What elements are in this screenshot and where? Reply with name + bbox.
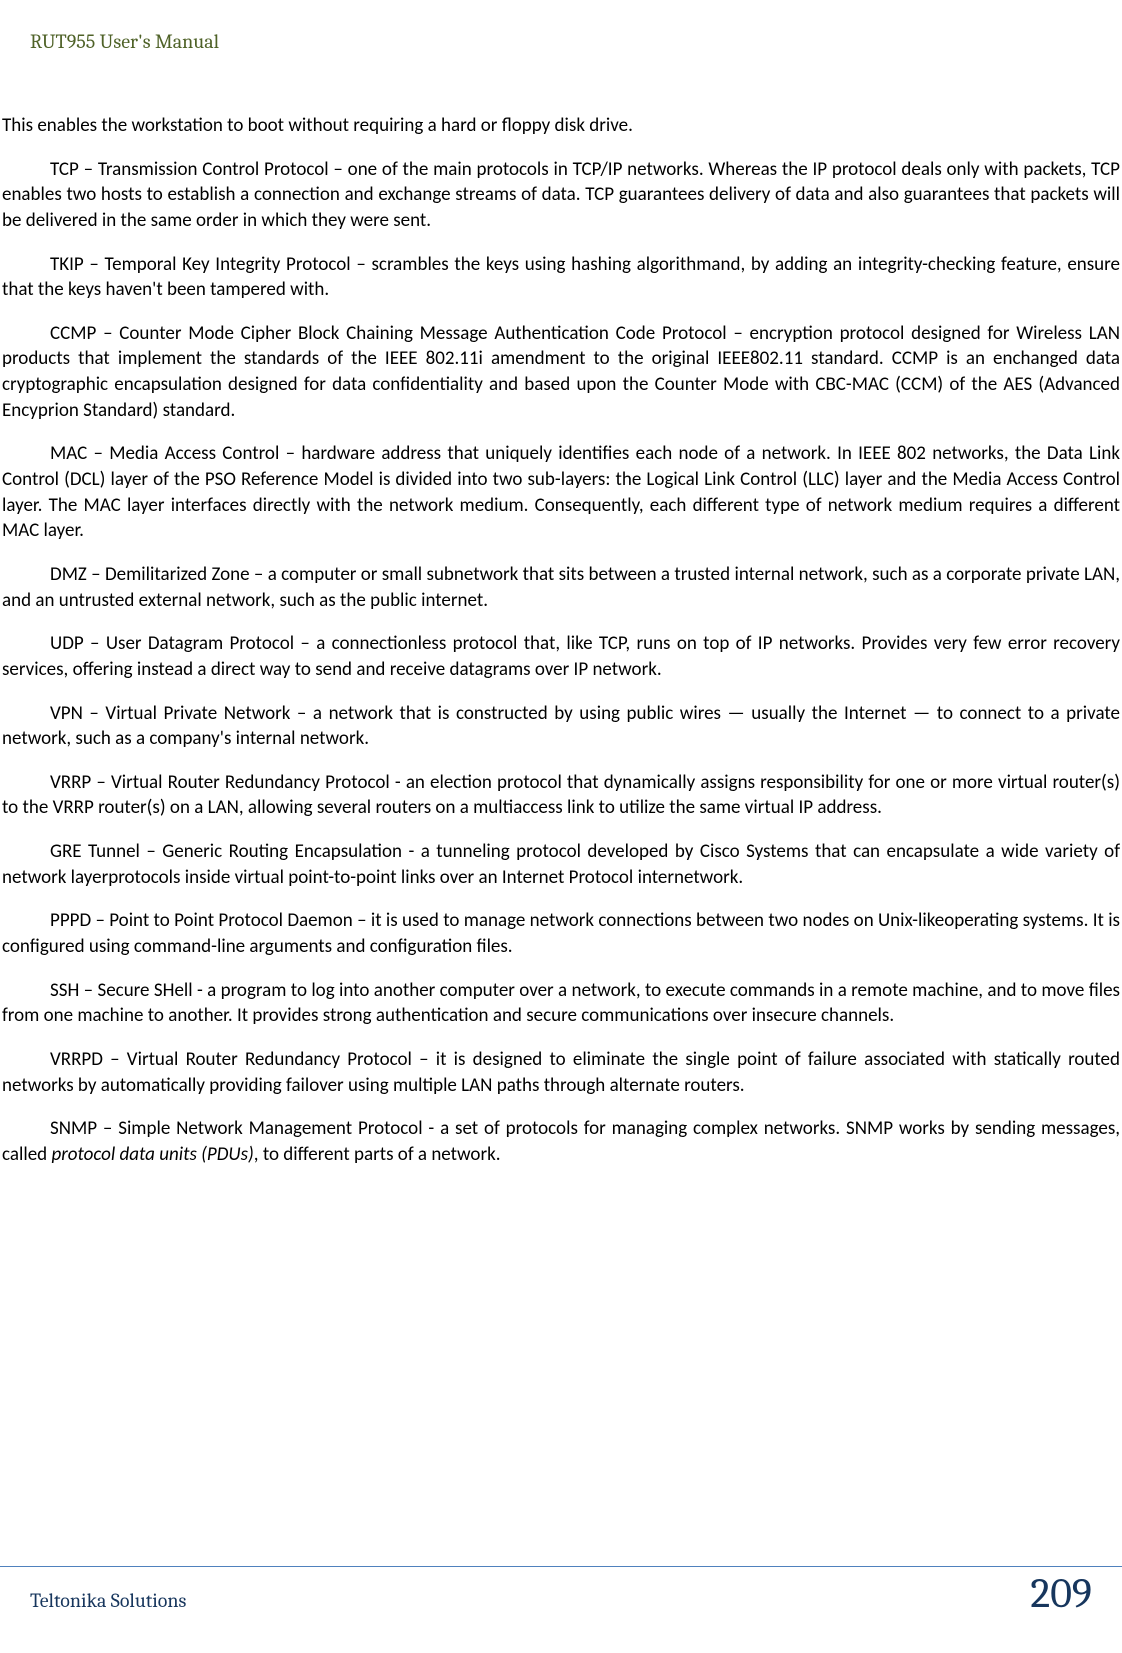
vrrp-paragraph: VRRP – Virtual Router Redundancy Protoco… xyxy=(0,770,1122,821)
snmp-text-suffix: , to different parts of a network. xyxy=(254,1143,501,1166)
ssh-paragraph: SSH – Secure SHell - a program to log in… xyxy=(0,978,1122,1029)
gre-paragraph: GRE Tunnel – Generic Routing Encapsulati… xyxy=(0,839,1122,890)
intro-paragraph: This enables the workstation to boot wit… xyxy=(0,113,1122,139)
dmz-paragraph: DMZ – Demilitarized Zone – a computer or… xyxy=(0,562,1122,613)
ccmp-paragraph: CCMP – Counter Mode Cipher Block Chainin… xyxy=(0,321,1122,424)
snmp-text-em: protocol data units (PDUs) xyxy=(51,1143,253,1166)
snmp-paragraph: SNMP – Simple Network Management Protoco… xyxy=(0,1116,1122,1167)
document-title: RUT955 User's Manual xyxy=(30,30,219,53)
tcp-paragraph: TCP – Transmission Control Protocol – on… xyxy=(0,157,1122,234)
vpn-paragraph: VPN – Virtual Private Network – a networ… xyxy=(0,701,1122,752)
footer-page-number: 209 xyxy=(1030,1573,1092,1615)
vrrpd-paragraph: VRRPD – Virtual Router Redundancy Protoc… xyxy=(0,1047,1122,1098)
document-body: This enables the workstation to boot wit… xyxy=(0,113,1122,1168)
document-header: RUT955 User's Manual xyxy=(0,30,1122,53)
footer-company: Teltonika Solutions xyxy=(30,1589,186,1612)
mac-paragraph: MAC – Media Access Control – hardware ad… xyxy=(0,441,1122,544)
udp-paragraph: UDP – User Datagram Protocol – a connect… xyxy=(0,631,1122,682)
tkip-paragraph: TKIP – Temporal Key Integrity Protocol –… xyxy=(0,252,1122,303)
document-footer: Teltonika Solutions 209 xyxy=(0,1566,1122,1615)
pppd-paragraph: PPPD – Point to Point Protocol Daemon – … xyxy=(0,908,1122,959)
